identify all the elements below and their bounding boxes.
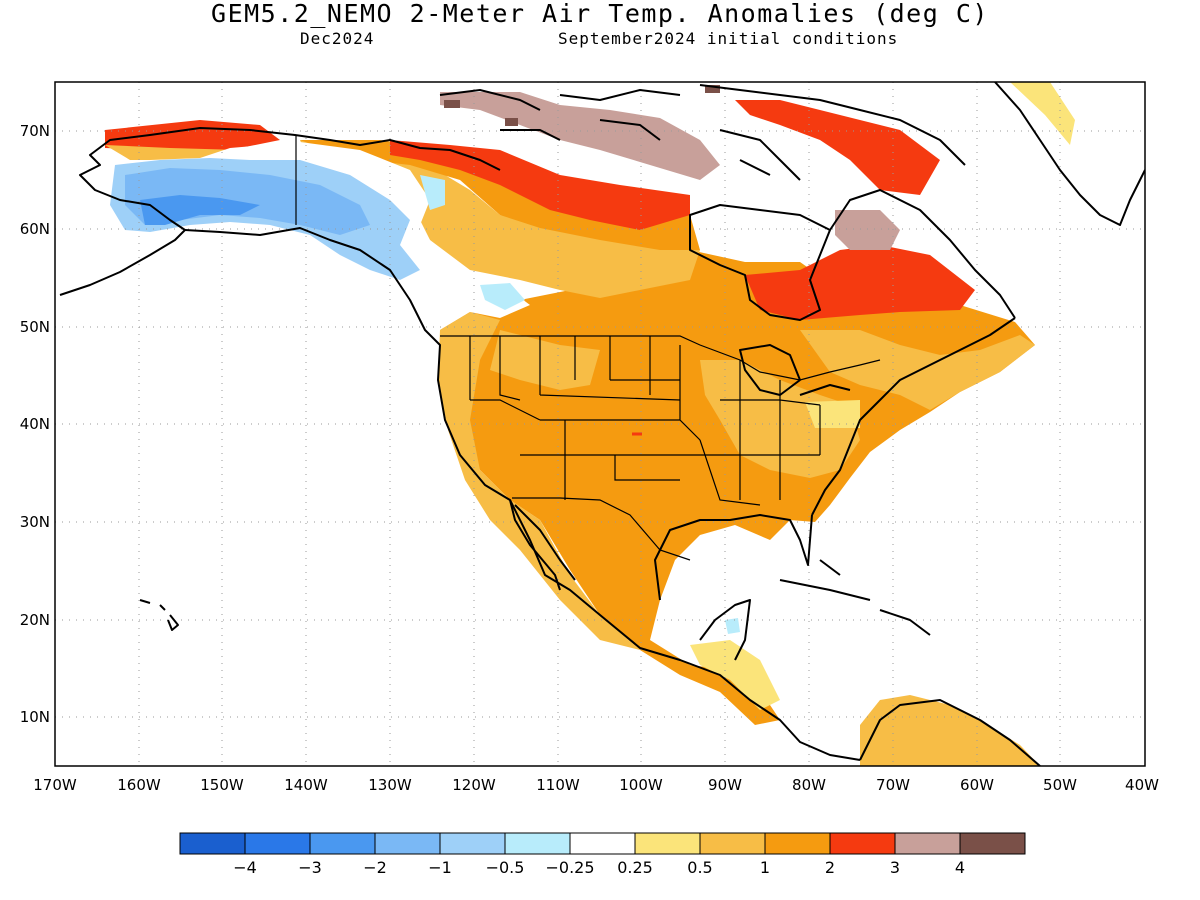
colorbar-label: 2 [825,858,835,877]
colorbar-swatch [439,832,506,855]
x-tick-label: 110W [536,776,580,794]
valid-month-label: Dec2024 [300,29,375,48]
shade-extreme-2 [505,118,518,126]
colorbar-swatch [504,832,571,855]
y-tick-label: 60N [20,220,50,238]
y-tick-label: 30N [20,513,50,531]
coast-alaska [59,127,501,296]
colorbar-swatch [309,832,376,855]
x-tick-label: 60W [960,776,994,794]
colorbar-swatch [764,832,831,855]
shade-south-america [860,695,1040,766]
init-conditions-label: September2024 initial conditions [558,29,899,48]
colorbar-swatch [374,832,441,855]
colorbar-label: 4 [955,858,965,877]
x-tick-label: 140W [284,776,328,794]
colorbar-label: 1 [760,858,770,877]
x-tick-label: 80W [792,776,826,794]
shade-extreme-1 [444,100,460,108]
y-tick-label: 50N [20,318,50,336]
x-tick-label: 130W [368,776,412,794]
map-frame [54,81,1146,767]
shade-northeast [800,330,1035,410]
colorbar-label: −1 [428,858,452,877]
shade-hot-baffin [735,100,940,195]
coast-yucatan [699,599,751,661]
y-axis-labels: 10N 20N 30N 40N 50N 60N 70N [20,122,50,726]
colorbar-swatch [959,832,1026,855]
shade-cold-bc [480,283,525,310]
y-tick-label: 10N [20,708,50,726]
colorbar-label: 3 [890,858,900,877]
coast-hudson [689,204,831,321]
colorbar-label: −2 [363,858,387,877]
x-tick-label: 170W [33,776,77,794]
shade-cold-carib [725,618,740,634]
coast-great-lakes [739,344,851,396]
shade-coldest-alaska [140,195,260,225]
coast-labrador [829,189,1016,319]
shade-greenland-tip [1010,82,1075,145]
coast-south-america [859,699,1041,766]
states-lines [469,336,821,506]
coastlines [59,82,1145,766]
y-tick-label: 40N [20,415,50,433]
coast-greenland [994,82,1145,226]
shade-midatlantic [805,400,860,428]
coast-hawaii [139,599,179,631]
colorbar-label: −4 [233,858,257,877]
colorbar-swatch [829,832,896,855]
x-axis-labels: 170W 160W 150W 140W 130W 120W 110W 100W … [33,776,1159,794]
x-tick-label: 100W [619,776,663,794]
shade-hot-alaska-north [105,120,280,150]
shade-west-coast [438,312,640,650]
coast-gulf [654,514,813,601]
colorbar-label: −0.25 [545,858,594,877]
colorbar-swatch [179,832,246,855]
x-tick-label: 70W [876,776,910,794]
x-tick-label: 40W [1125,776,1159,794]
coast-caribbean [779,559,931,636]
colorbar-swatch [699,832,766,855]
shade-cold-yukon-strip [420,175,445,210]
colorbar-label: 0.25 [617,858,653,877]
political-borders [295,136,881,561]
y-tick-label: 20N [20,611,50,629]
shade-hot-arctic [390,140,690,230]
shade-vhot-arctic [440,92,720,180]
coast-arctic-islands [439,84,966,181]
x-tick-label: 160W [117,776,161,794]
y-tick-label: 70N [20,122,50,140]
shade-vhot-labrador [835,210,900,250]
x-tick-label: 150W [200,776,244,794]
colorbar-swatch [634,832,701,855]
coast-atlantic [811,317,1016,516]
x-tick-label: 120W [452,776,496,794]
map-plot-area [55,82,1145,766]
border-us-canada [440,335,881,381]
colorbar: −4 −3 −2 −1 −0.5 −0.25 0.25 0.5 1 2 3 4 [179,832,1026,877]
coast-baja [509,499,576,591]
map-title: GEM5.2_NEMO 2-Meter Air Temp. Anomalies … [211,0,989,28]
border-us-mexico [512,497,691,561]
shade-canada-north [300,140,700,250]
colorbar-label: 0.5 [687,858,712,877]
colorbar-swatch [894,832,961,855]
shade-hot-quebec [745,245,975,320]
colorbar-swatch [569,832,636,855]
x-tick-label: 50W [1043,776,1077,794]
shade-central-america [690,640,780,710]
shade-plains-north [490,330,600,390]
coast-pacific [184,227,861,761]
colorbar-label: −0.5 [486,858,525,877]
x-tick-label: 90W [708,776,742,794]
colorbar-swatch [244,832,311,855]
colorbar-label: −3 [298,858,322,877]
